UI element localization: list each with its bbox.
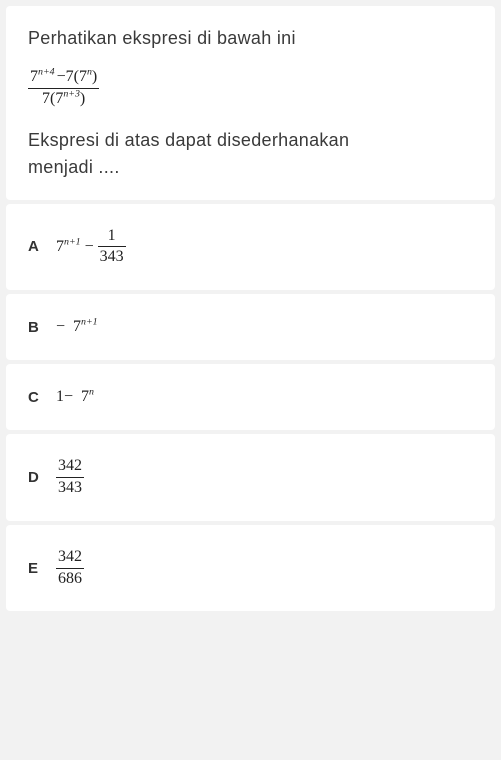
num-coef2: 7 [66, 68, 74, 85]
option-a[interactable]: A 7n+1 − 1 343 [6, 204, 495, 291]
optB-base: 7 [73, 318, 81, 335]
num-rpar: ) [92, 68, 97, 85]
optB-exp: n+1 [81, 317, 98, 328]
option-math: 342 686 [56, 549, 84, 588]
optA-frac: 1 343 [98, 228, 126, 267]
question-line1: Perhatikan ekspresi di bawah ini [28, 28, 473, 49]
option-e[interactable]: E 342 686 [6, 525, 495, 612]
optC-base: 7 [81, 388, 89, 405]
optA-minus: − [85, 238, 94, 255]
den-rpar: ) [80, 90, 85, 107]
optA-frac-den: 343 [98, 247, 126, 266]
den-coef: 7 [42, 90, 50, 107]
optC-minus: − [64, 388, 73, 405]
question-line2: Ekspresi di atas dapat disederhanakan [28, 130, 473, 151]
optA-frac-num: 1 [98, 228, 126, 248]
option-letter: A [28, 238, 56, 255]
optC-exp: n [89, 387, 94, 398]
option-b[interactable]: B − 7n+1 [6, 294, 495, 360]
num-base1: 7 [30, 68, 38, 85]
num-minus: − [57, 68, 66, 85]
option-math: 7n+1 − 1 343 [56, 228, 126, 267]
option-letter: B [28, 319, 56, 336]
option-math: 1− 7n [56, 388, 94, 406]
optE-frac: 342 686 [56, 549, 84, 588]
option-letter: D [28, 469, 56, 486]
optD-frac-num: 342 [56, 458, 84, 478]
question-line3: menjadi .... [28, 157, 473, 178]
question-formula: 7n+4−7(7n) 7(7n+3) [28, 69, 473, 108]
optD-frac: 342 343 [56, 458, 84, 497]
optA-base: 7 [56, 238, 64, 255]
option-letter: E [28, 560, 56, 577]
option-d[interactable]: D 342 343 [6, 434, 495, 521]
optE-frac-den: 686 [56, 569, 84, 588]
option-math: 342 343 [56, 458, 84, 497]
option-math: − 7n+1 [56, 318, 98, 336]
optE-frac-num: 342 [56, 549, 84, 569]
question-card: Perhatikan ekspresi di bawah ini 7n+4−7(… [6, 6, 495, 200]
option-c[interactable]: C 1− 7n [6, 364, 495, 430]
optD-frac-den: 343 [56, 478, 84, 497]
option-letter: C [28, 389, 56, 406]
optC-one: 1 [56, 388, 64, 405]
num-base2: 7 [79, 68, 87, 85]
num-exp1: n+4 [38, 67, 55, 78]
optA-exp: n+1 [64, 236, 81, 247]
optB-minus: − [56, 318, 65, 335]
question-frac: 7n+4−7(7n) 7(7n+3) [28, 69, 99, 108]
den-exp: n+3 [63, 88, 80, 99]
